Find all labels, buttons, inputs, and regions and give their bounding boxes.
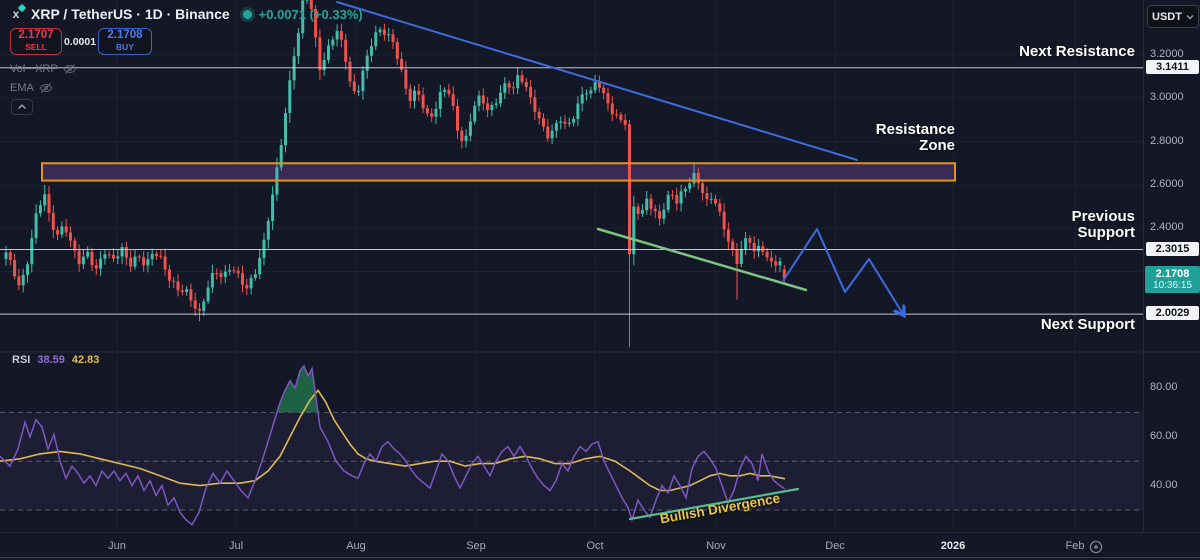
time-axis-label: Dec: [825, 540, 845, 552]
currency-label: USDT: [1152, 10, 1182, 23]
ema-indicator-label: EMA: [10, 82, 34, 94]
annotation-previous-support: Previous Support: [1071, 208, 1135, 241]
current-price-badge: 2.1708 10:36:15: [1145, 265, 1200, 293]
rsi-ma-line: [0, 389, 786, 492]
market-status-dot-icon: [242, 9, 252, 19]
sparkle-icon: [17, 3, 27, 13]
time-axis-label: 2026: [940, 540, 966, 552]
price-tick: 2.4000: [1150, 221, 1184, 234]
symbol-title[interactable]: XRP / TetherUS · 1D · Binance: [31, 6, 230, 22]
gridlines: [0, 0, 1143, 532]
annotation-next-support: Next Support: [1040, 316, 1135, 333]
candles-layer: [4, 0, 786, 348]
xrp-logo-icon: x: [8, 3, 27, 22]
rsi-tick: 40.00: [1150, 478, 1178, 491]
buy-button[interactable]: 2.1708 BUY: [98, 28, 152, 55]
time-axis-label: Oct: [586, 540, 604, 552]
eye-off-icon[interactable]: [63, 62, 77, 76]
price-tick: 2.8000: [1150, 134, 1184, 147]
buy-price: 2.1708: [107, 29, 143, 41]
rsi-overbought-fill: [277, 366, 318, 413]
collapse-legend-button[interactable]: [11, 99, 33, 115]
price-tick: 2.6000: [1150, 177, 1184, 190]
level-price-badge: 2.3015: [1146, 241, 1199, 256]
currency-selector-button[interactable]: USDT: [1147, 5, 1199, 28]
divergence-trendline: [628, 487, 800, 521]
rsi-line: [0, 364, 786, 526]
ema-indicator-legend[interactable]: EMA: [10, 81, 53, 95]
sell-label: SELL: [25, 42, 47, 52]
chevron-down-icon: [1186, 14, 1194, 19]
buy-label: BUY: [116, 42, 134, 52]
rsi-value: 38.59: [37, 354, 65, 366]
time-axis-label: Jun: [108, 540, 126, 552]
eye-off-icon[interactable]: [39, 81, 53, 95]
trade-widget: 2.1707 SELL 0.0001 2.1708 BUY: [10, 28, 152, 55]
price-tick: 3.0000: [1150, 91, 1184, 104]
time-axis-label: Feb: [1065, 540, 1085, 552]
resistance-zone-border: [41, 162, 956, 182]
time-axis-label: Nov: [706, 540, 726, 552]
price-projection-zigzag: [782, 228, 903, 314]
level-price-badge: 2.0029: [1146, 306, 1199, 321]
annotation-resistance-zone: Resistance Zone: [875, 121, 955, 154]
time-axis-label: Jul: [228, 540, 244, 552]
rsi-title: RSI: [12, 354, 31, 366]
sell-price: 2.1707: [18, 29, 54, 41]
time-axis-label: Sep: [466, 540, 486, 552]
support-trendline: [596, 227, 808, 292]
price-tick: 3.2000: [1150, 48, 1184, 60]
resistance-zone-fill: [42, 163, 955, 181]
sell-button[interactable]: 2.1707 SELL: [10, 28, 62, 55]
level-price-badge: 3.1411: [1146, 59, 1199, 74]
descending-trendline: [336, 1, 858, 161]
settings-icon[interactable]: [1088, 539, 1104, 555]
time-axis-label: Aug: [346, 540, 366, 552]
rsi-ma-value: 42.83: [71, 354, 100, 366]
rsi-legend[interactable]: RSI 38.59 42.83: [12, 354, 99, 366]
window-bottom-edge: [0, 557, 1200, 558]
time-axis[interactable]: Jun Jul Aug Sep Oct Nov Dec 2026 Feb: [0, 532, 1200, 560]
symbol-header: x XRP / TetherUS · 1D · Binance +0.0071 …: [8, 3, 363, 22]
spread-value: 0.0001: [63, 35, 97, 48]
rsi-tick: 80.00: [1150, 381, 1178, 393]
price-change: +0.0071 (+0.33%): [258, 6, 363, 22]
chevron-up-icon: [17, 104, 27, 110]
volume-indicator-label: Vol · XRP: [10, 63, 58, 75]
price-axis[interactable]: 3.20003.00002.80002.60002.40002.200080.0…: [1143, 0, 1200, 532]
rsi-tick: 60.00: [1150, 429, 1178, 442]
annotation-next-resistance: Next Resistance: [1019, 43, 1135, 60]
volume-indicator-legend[interactable]: Vol · XRP: [10, 62, 77, 76]
